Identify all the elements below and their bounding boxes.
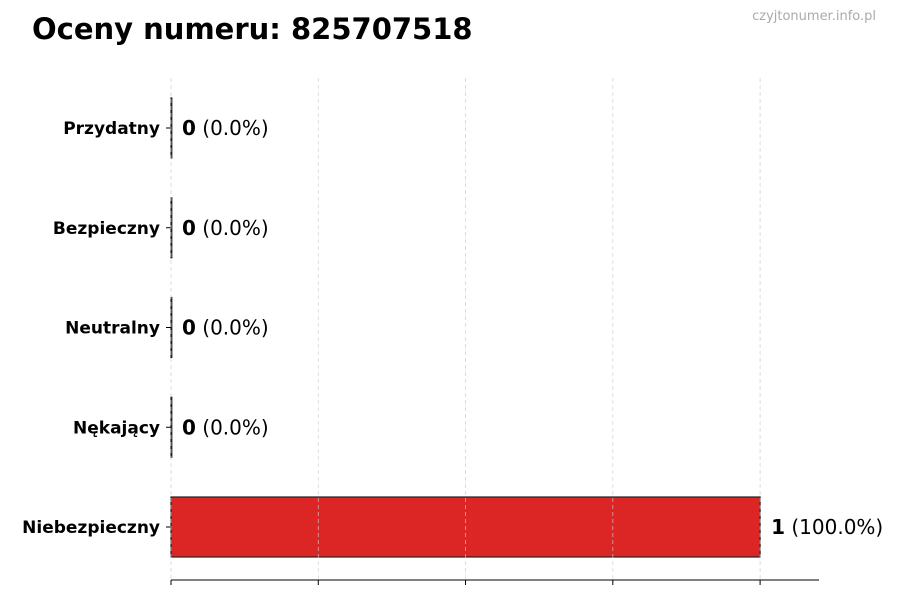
data-label-1: 0 (0.0%) xyxy=(182,216,269,240)
data-label-0: 0 (0.0%) xyxy=(182,116,269,140)
ytick-label-3: Nękający xyxy=(73,418,160,438)
ytick-label-1: Bezpieczny xyxy=(53,219,160,239)
data-label-4: 1 (100.0%) xyxy=(771,515,883,539)
data-label-pct: (0.0%) xyxy=(196,216,269,240)
ytick-label-2: Neutralny xyxy=(65,319,160,339)
ytick-label-4: Niebezpieczny xyxy=(22,518,160,538)
data-label-pct: (0.0%) xyxy=(196,316,269,340)
data-label-count: 0 xyxy=(182,415,196,439)
ytick-label-0: Przydatny xyxy=(63,119,160,139)
data-label-count: 0 xyxy=(182,316,196,340)
data-label-count: 0 xyxy=(182,216,196,240)
chart-title: Oceny numeru: 825707518 xyxy=(32,12,473,46)
watermark: czyjtonumer.info.pl xyxy=(752,9,876,24)
data-label-3: 0 (0.0%) xyxy=(182,415,269,439)
data-label-pct: (100.0%) xyxy=(785,515,883,539)
data-label-pct: (0.0%) xyxy=(196,415,269,439)
data-label-count: 0 xyxy=(182,116,196,140)
bar-2 xyxy=(170,296,173,359)
bar-3 xyxy=(170,396,173,458)
data-label-count: 1 xyxy=(771,515,785,539)
data-label-2: 0 (0.0%) xyxy=(182,316,269,340)
data-label-pct: (0.0%) xyxy=(196,116,269,140)
